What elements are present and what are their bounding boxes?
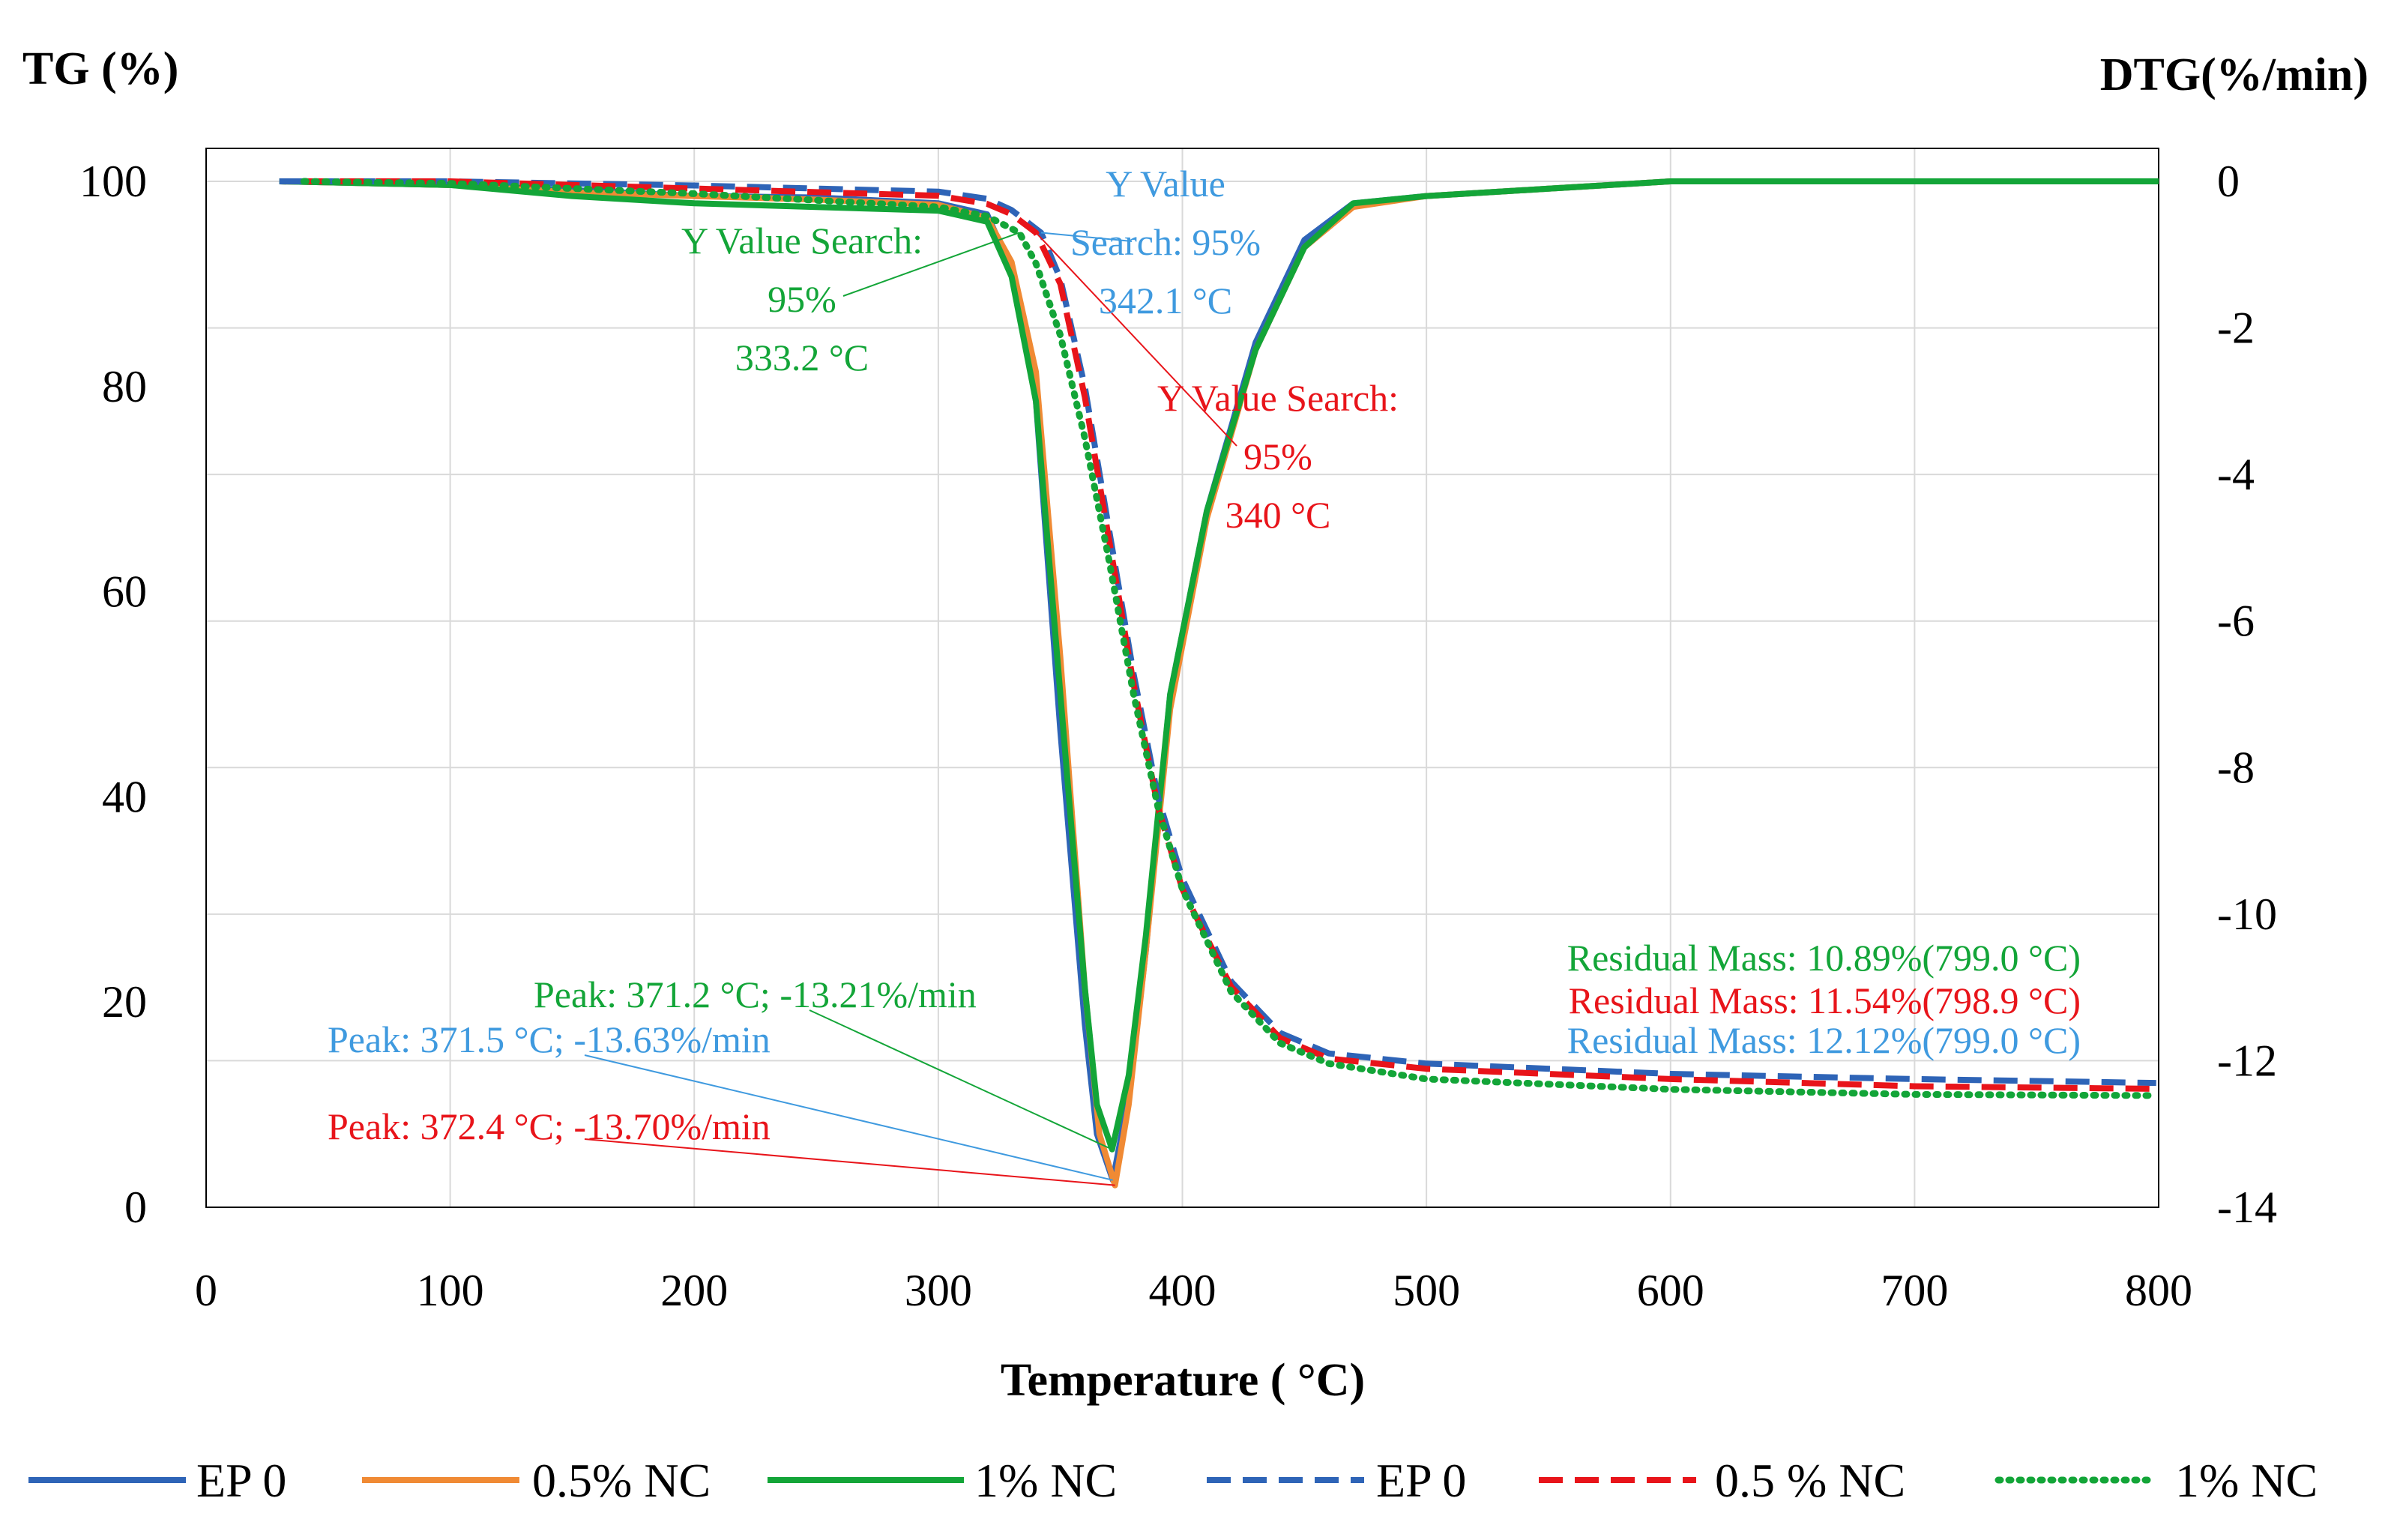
y-left-tick-label: 80 [102,362,147,411]
legend-label-0: EP 0 [196,1454,286,1507]
legend-label-5: 1% NC [2175,1454,2318,1507]
x-axis-title: Temperature ( °C) [1001,1355,1365,1406]
y-left-tick-label: 60 [102,567,147,617]
y-right-tick-label: -2 [2217,304,2255,353]
y-right-axis-title: DTG(%/min) [2100,49,2369,100]
annotation-yvs-red: 340 °C [1225,494,1331,536]
annotation-yvs-blue: 342.1 °C [1099,280,1232,321]
annotation-yvs-green: Y Value Search: [681,220,923,262]
y-left-tick-label: 0 [124,1183,147,1232]
leader-line-peak-green [809,1009,1113,1150]
annotation-res-red: Residual Mass: 11.54%(798.9 °C) [1569,979,2081,1021]
x-tick-label: 700 [1881,1266,1948,1315]
y-left-axis-title: TG (%) [22,43,178,94]
x-tick-label: 200 [660,1266,728,1315]
leader-line-yvs-blue [1040,232,1133,242]
leader-line-peak-blue [584,1054,1113,1181]
annotation-peak-green: Peak: 371.2 °C; -13.21%/min [534,973,977,1015]
x-tick-label: 100 [417,1266,484,1315]
annotation-yvs-green: 95% [768,278,836,320]
x-tick-label: 400 [1149,1266,1216,1315]
annotations: Y Value Search: 95% 342.1 °C Y Value Search… [328,163,2081,1147]
tick-labels: 0 100 200 300 400 500 600 700 800 0 20 40 60 80 100 0 -2… [79,157,2277,1315]
leader-line-yvs-red [1035,232,1237,447]
y-left-tick-label: 20 [102,977,147,1027]
leader-line-yvs-green [842,232,1020,297]
annotation-yvs-blue: Y Value [1106,163,1225,205]
annotation-peak-blue: Peak: 371.5 °C; -13.63%/min [328,1018,771,1060]
annotation-yvs-blue: Search: 95% [1070,221,1261,263]
series-group [279,178,2160,1189]
annotation-leaders [584,232,1237,1186]
annotation-yvs-red: 95% [1243,435,1312,477]
y-left-tick-label: 40 [102,772,147,821]
legend-label-3: EP 0 [1376,1454,1466,1507]
x-tick-label: 0 [195,1266,217,1315]
y-right-tick-label: -4 [2217,450,2255,499]
x-tick-label: 600 [1637,1266,1704,1315]
leader-line-peak-red [584,1138,1115,1186]
y-right-tick-label: -6 [2217,597,2255,646]
series-line-dtg-2 [279,178,2159,1153]
legend-label-4: 0.5 % NC [1715,1454,1905,1507]
annotation-res-blue: Residual Mass: 12.12%(799.0 °C) [1567,1019,2081,1061]
y-right-tick-label: -10 [2217,890,2277,939]
annotation-peak-red: Peak: 372.4 °C; -13.70%/min [328,1105,771,1147]
x-tick-label: 300 [905,1266,972,1315]
y-right-tick-label: -8 [2217,743,2255,792]
annotation-yvs-red: Y Value Search: [1157,377,1399,419]
y-right-tick-label: -14 [2217,1183,2277,1232]
legend-label-2: 1% NC [974,1454,1117,1507]
annotation-yvs-green: 333.2 °C [735,336,869,378]
series-line-tg-5 [300,178,2160,1099]
annotation-res-green: Residual Mass: 10.89%(799.0 °C) [1567,937,2081,979]
legend: EP 0 0.5% NC 1% NC EP 0 0.5 % NC 1% NC [28,1454,2318,1507]
y-right-tick-label: -12 [2217,1036,2277,1085]
y-right-tick-label: 0 [2217,157,2240,206]
x-tick-label: 500 [1393,1266,1460,1315]
x-tick-label: 800 [2125,1266,2192,1315]
plot-area-border [205,148,2159,1208]
legend-label-1: 0.5% NC [532,1454,711,1507]
y-left-tick-label: 100 [79,157,147,206]
